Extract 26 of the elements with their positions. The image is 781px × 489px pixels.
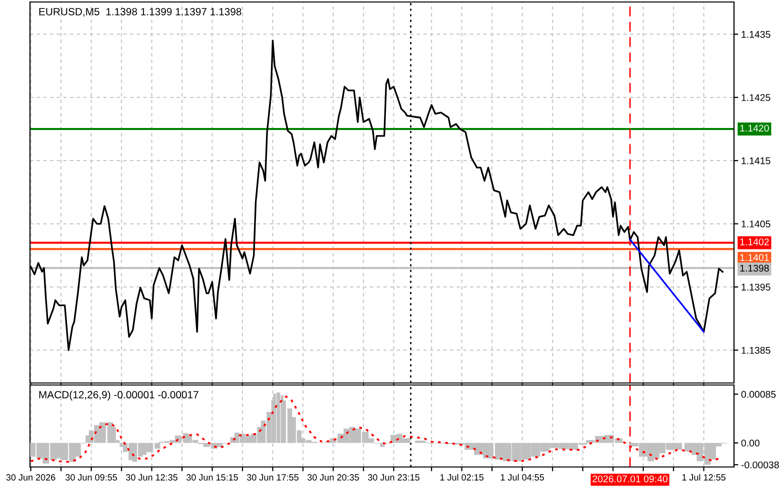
x-tick-label: 1 Jul 12:55: [682, 474, 726, 481]
x-tick-label: 1 Jul 02:15: [440, 474, 484, 481]
x-tick-label: 30 Jun 20:35: [307, 474, 359, 481]
ref-line-label: 1.1398: [740, 264, 769, 272]
x-tick-label: 30 Jun 09:55: [65, 474, 117, 481]
ref-line-label: 2026.07.01 09:40: [592, 475, 668, 482]
y-tick-label: 0.00085: [741, 390, 776, 398]
y-tick-label: 1.1385: [742, 346, 770, 354]
x-tick-label: 1 Jul 04:55: [500, 474, 544, 481]
chart-title: EURUSD,M5 1.1398 1.1399 1.1397 1.1398: [39, 8, 242, 17]
x-tick-label: 30 Jun 12:35: [126, 474, 178, 481]
x-tick-label: 30 Jun 15:15: [186, 474, 238, 481]
y-tick-label: 1.1395: [742, 284, 770, 291]
ref-line-label: 1.1401: [740, 254, 769, 261]
y-tick-label: 1.1435: [742, 30, 770, 38]
x-tick-label: 30 Jun 2026: [6, 474, 56, 481]
y-tick-label: 1.1415: [742, 157, 770, 164]
y-tick-label: -0.00038: [741, 461, 779, 468]
ref-line-label: 1.1420: [740, 124, 769, 132]
text: MACD(12,26,9) -0.00001 -0.00017: [39, 390, 198, 400]
x-tick-label: 30 Jun 17:55: [246, 474, 298, 481]
ref-line-label: 1.1402: [740, 238, 769, 246]
y-tick-label: 0.00: [741, 440, 760, 447]
y-tick-label: 1.1425: [742, 94, 770, 102]
y-tick-label: 1.1405: [742, 220, 770, 228]
x-tick-label: 30 Jun 23:15: [368, 474, 420, 481]
